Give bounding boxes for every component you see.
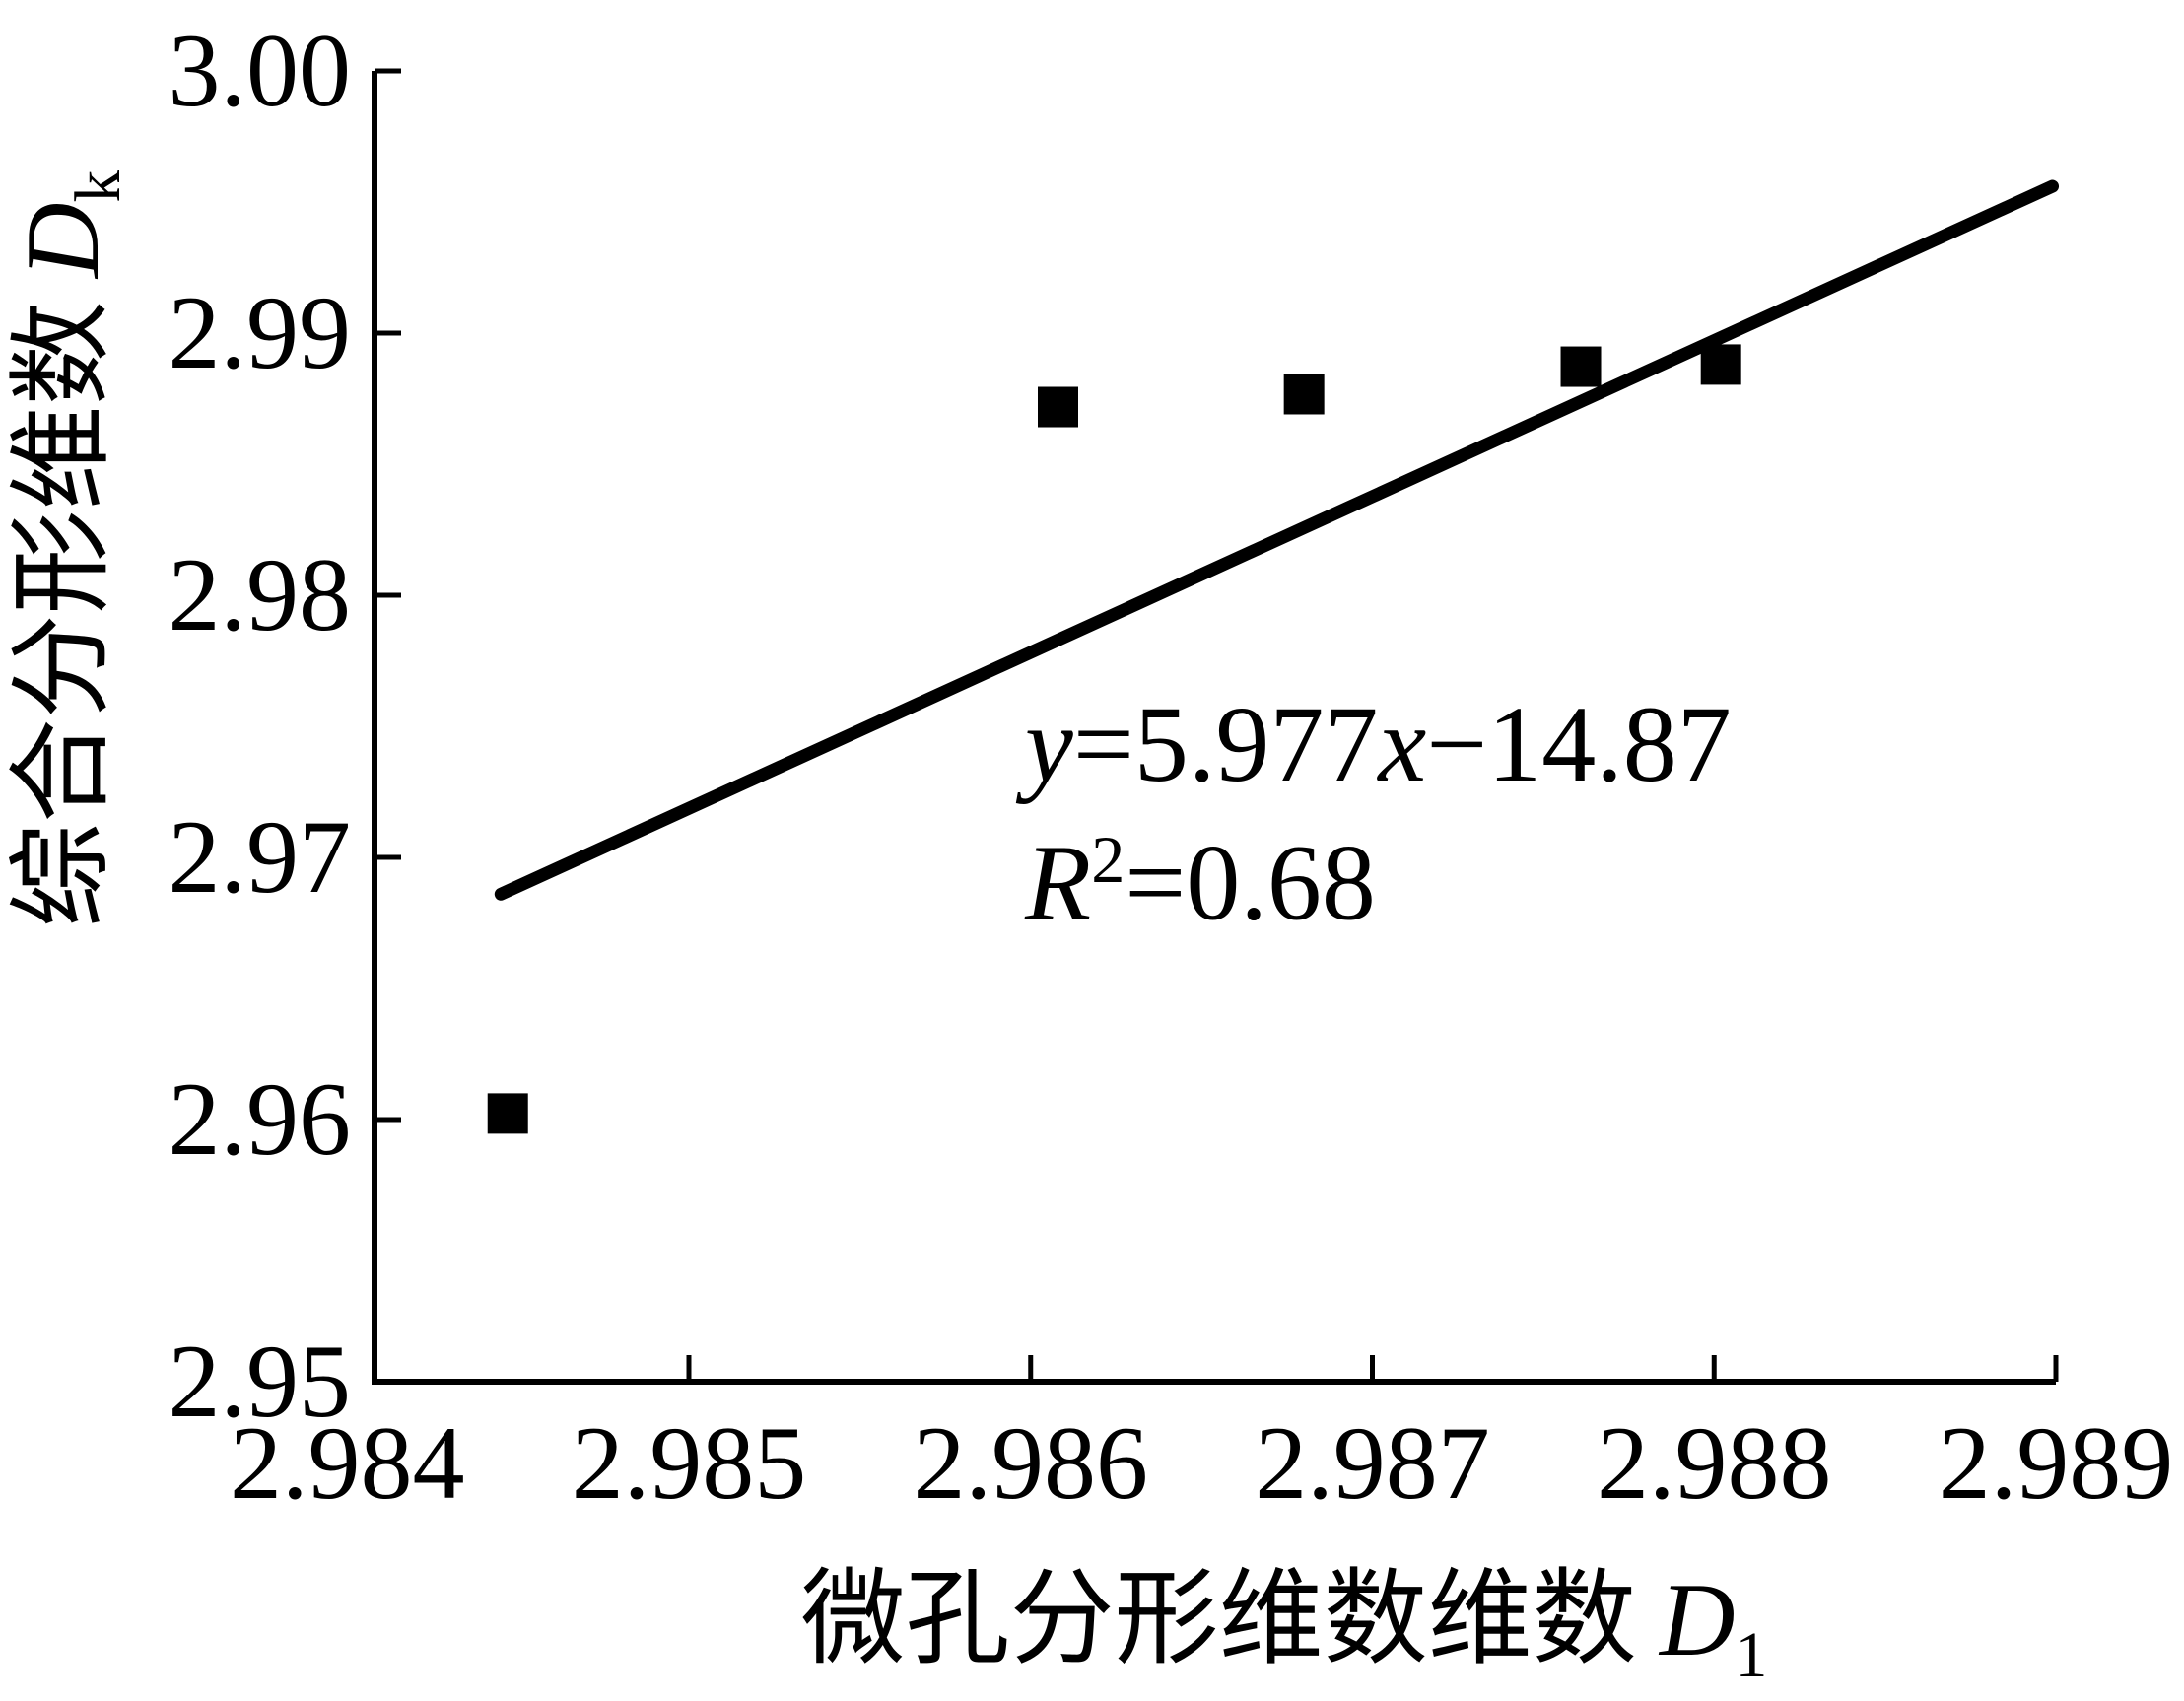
x-axis-title-subscript: 1 xyxy=(1735,1619,1768,1692)
regression-r-squared: R2=0.68 xyxy=(1025,802,1732,941)
y-tick-label: 2.96 xyxy=(169,1061,352,1177)
data-layer xyxy=(487,179,2060,1134)
trend-line xyxy=(494,179,2060,901)
x-tick-label: 2.989 xyxy=(1939,1405,2174,1521)
axes-layer: 2.984 2.985 2.986 2.987 2.988 2.989 3.00 2.99 2.… xyxy=(169,13,2174,1521)
x-axis-title-text: 微孔分形维数维数 xyxy=(800,1562,1637,1678)
r-squared-value: =0.68 xyxy=(1125,822,1376,943)
y-tick-label: 3.00 xyxy=(169,13,352,128)
x-tick-label: 2.986 xyxy=(914,1405,1149,1521)
y-axis-title-text: 综合分形维数 xyxy=(5,301,121,928)
y-axis-title-variable: D xyxy=(5,202,121,279)
y-axis-title: 综合分形维数 Dk xyxy=(5,170,135,928)
x-tick-label: 2.987 xyxy=(1255,1405,1490,1521)
y-tick-label: 2.95 xyxy=(169,1324,352,1439)
x-axis-title-variable: D xyxy=(1659,1562,1736,1678)
regression-equation: y=5.977x−14.87 xyxy=(1025,687,1732,802)
regression-annotation: y=5.977x−14.87 R2=0.68 xyxy=(1025,687,1732,941)
equation-slope-text: =5.977 xyxy=(1072,684,1379,804)
x-tick-label: 2.984 xyxy=(230,1405,465,1521)
equation-y-variable: y xyxy=(1025,684,1073,804)
r-squared-exponent: 2 xyxy=(1091,822,1126,897)
y-tick-label: 2.98 xyxy=(169,537,352,652)
y-tick-label: 2.99 xyxy=(169,275,352,390)
data-point xyxy=(1700,344,1741,385)
data-point xyxy=(487,1093,528,1134)
data-point xyxy=(1037,386,1078,428)
equation-x-variable: x xyxy=(1378,684,1427,804)
equation-intercept-text: −14.87 xyxy=(1426,684,1732,804)
x-axis-title: 微孔分形维数维数 D1 xyxy=(801,1568,1768,1688)
y-tick-label: 2.97 xyxy=(169,799,352,915)
data-point xyxy=(1560,346,1602,387)
x-tick-label: 2.985 xyxy=(572,1405,807,1521)
data-point xyxy=(1283,374,1325,415)
x-tick-label: 2.988 xyxy=(1597,1405,1832,1521)
y-axis-title-subscript: k xyxy=(62,170,135,203)
r-squared-variable: R xyxy=(1025,822,1092,943)
